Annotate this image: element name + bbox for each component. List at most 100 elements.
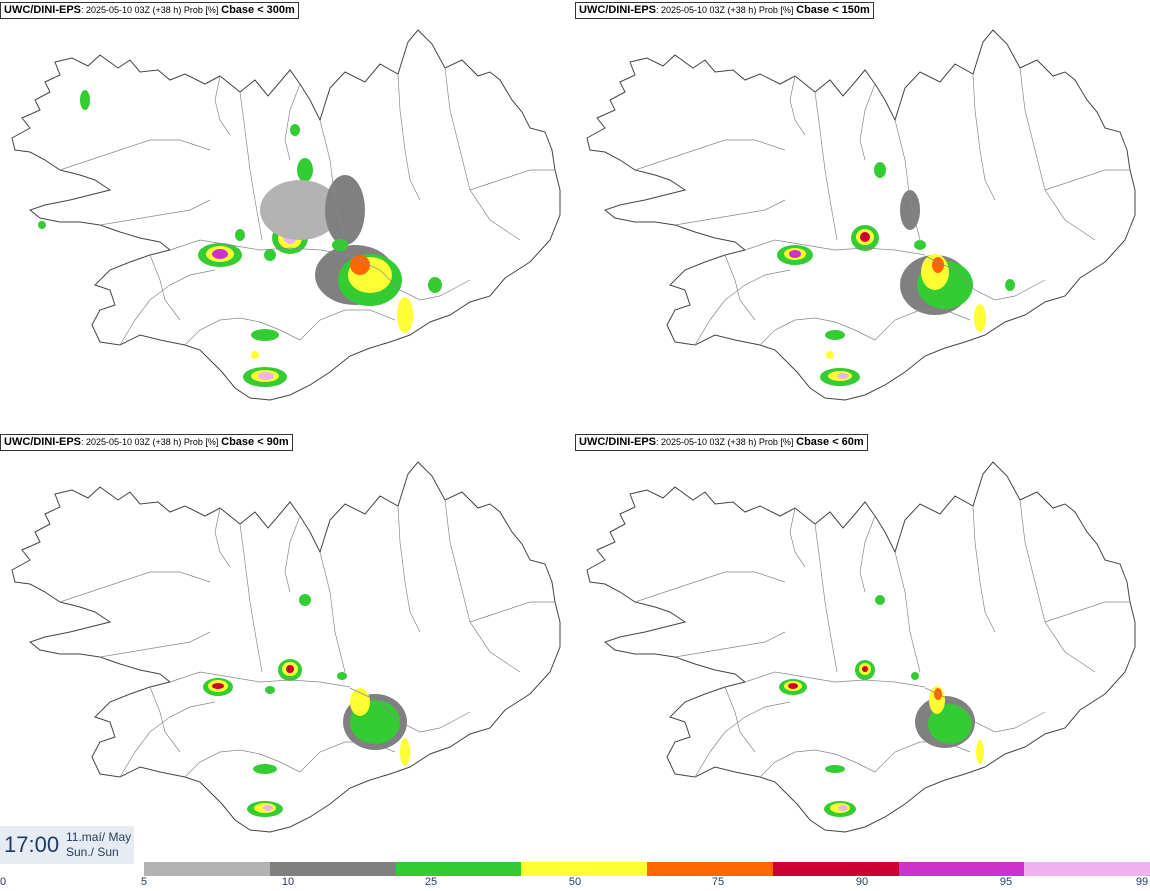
region-boundary: [284, 515, 301, 593]
region-boundary: [299, 309, 396, 341]
region-boundary: [759, 749, 876, 778]
region-boundary: [239, 91, 263, 241]
region-boundary: [694, 701, 791, 778]
panel-bottom-left: UWC/DINI-EPS: 2025-05-10 03Z (+38 h) Pro…: [0, 432, 575, 864]
model-name: UWC/DINI-EPS: [4, 4, 81, 16]
colorbar-tick-label: 90: [855, 876, 869, 888]
region-boundary: [874, 741, 971, 773]
region-boundary: [119, 701, 216, 778]
colorbar-tick-label: 10: [281, 876, 295, 888]
colorbar-tick-label: 99: [1135, 876, 1149, 888]
probability-area: [337, 672, 347, 680]
model-name: UWC/DINI-EPS: [579, 436, 656, 448]
threshold-label: Cbase < 300m: [221, 4, 295, 16]
probability-area: [428, 277, 442, 293]
run-info: : 2025-05-10 03Z (+38 h) Prob [%]: [81, 437, 219, 447]
region-boundary: [1044, 169, 1130, 191]
colorbar-segment: [144, 862, 270, 876]
probability-area: [350, 255, 370, 275]
region-boundary: [119, 269, 216, 346]
probability-area: [290, 124, 300, 136]
region-boundary: [894, 551, 921, 673]
region-boundary: [469, 169, 555, 191]
threshold-label: Cbase < 90m: [221, 436, 289, 448]
probability-area: [332, 239, 348, 251]
panel-header: UWC/DINI-EPS: 2025-05-10 03Z (+38 h) Pro…: [0, 2, 299, 19]
region-boundary: [814, 523, 838, 673]
iceland-map: [11, 29, 561, 401]
threshold-label: Cbase < 60m: [796, 436, 864, 448]
probability-area: [264, 249, 276, 261]
probability-area: [212, 249, 228, 259]
region-boundary: [444, 499, 521, 673]
probability-area: [263, 805, 273, 811]
region-boundary: [859, 515, 876, 593]
coastline: [586, 29, 1136, 401]
panel-top-left: UWC/DINI-EPS: 2025-05-10 03Z (+38 h) Pro…: [0, 0, 575, 432]
probability-area: [325, 175, 365, 245]
probability-area: [932, 257, 944, 273]
region-boundary: [744, 671, 926, 688]
valid-date-line1: 11.maí/ May: [66, 830, 132, 844]
region-boundary: [184, 749, 301, 778]
region-boundary: [59, 571, 211, 603]
iceland-map: [586, 29, 1136, 401]
region-boundary: [184, 317, 301, 346]
model-name: UWC/DINI-EPS: [579, 4, 656, 16]
region-boundary: [972, 505, 996, 633]
region-boundary: [99, 199, 211, 226]
coastline: [586, 461, 1136, 833]
colorbar-tick-label: 75: [711, 876, 725, 888]
region-boundary: [759, 317, 876, 346]
probability-area: [825, 765, 845, 773]
region-boundary: [744, 239, 926, 256]
region-boundary: [1019, 499, 1096, 673]
region-boundary: [349, 687, 471, 733]
region-boundary: [634, 139, 786, 171]
iceland-map: [586, 461, 1136, 833]
probability-area: [837, 373, 849, 379]
probability-area: [299, 594, 311, 606]
colorbar-segment: [269, 862, 396, 876]
region-boundary: [397, 505, 421, 633]
valid-time: 17:00: [4, 832, 60, 857]
probability-area: [875, 595, 885, 605]
region-boundary: [444, 67, 521, 241]
region-boundary: [924, 687, 1046, 733]
region-boundary: [349, 255, 471, 301]
probability-area: [789, 250, 801, 258]
probability-area: [826, 351, 834, 359]
run-info: : 2025-05-10 03Z (+38 h) Prob [%]: [656, 437, 794, 447]
probability-area: [862, 666, 868, 672]
probability-area: [286, 665, 294, 673]
region-boundary: [319, 551, 346, 673]
colorbar-tick-label: 95: [999, 876, 1013, 888]
probability-area: [251, 351, 259, 359]
iceland-map: [11, 461, 561, 833]
probability-area: [911, 672, 919, 680]
region-boundary: [214, 75, 231, 136]
colorbar-segment: [772, 862, 899, 876]
panel-bottom-right: UWC/DINI-EPS: 2025-05-10 03Z (+38 h) Pro…: [575, 432, 1150, 864]
run-info: : 2025-05-10 03Z (+38 h) Prob [%]: [656, 5, 794, 15]
region-boundary: [169, 671, 351, 688]
probability-area: [297, 158, 313, 182]
region-boundary: [469, 601, 555, 623]
probability-area: [976, 740, 984, 764]
region-boundary: [814, 91, 838, 241]
probability-area: [251, 329, 279, 341]
probability-area: [874, 162, 886, 178]
probability-area: [974, 304, 986, 332]
colorbar-segment: [898, 862, 1025, 876]
panel-top-right: UWC/DINI-EPS: 2025-05-10 03Z (+38 h) Pro…: [575, 0, 1150, 432]
region-boundary: [789, 507, 806, 568]
region-boundary: [674, 199, 786, 226]
probability-area: [838, 805, 848, 811]
probability-area: [253, 764, 277, 774]
region-boundary: [874, 309, 971, 341]
probability-area: [38, 221, 46, 229]
probability-area: [80, 90, 90, 110]
region-boundary: [789, 75, 806, 136]
region-boundary: [724, 686, 756, 753]
probability-area: [265, 686, 275, 694]
